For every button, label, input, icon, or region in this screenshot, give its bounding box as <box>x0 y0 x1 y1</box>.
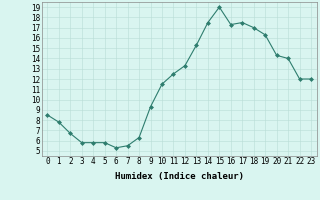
X-axis label: Humidex (Indice chaleur): Humidex (Indice chaleur) <box>115 172 244 181</box>
